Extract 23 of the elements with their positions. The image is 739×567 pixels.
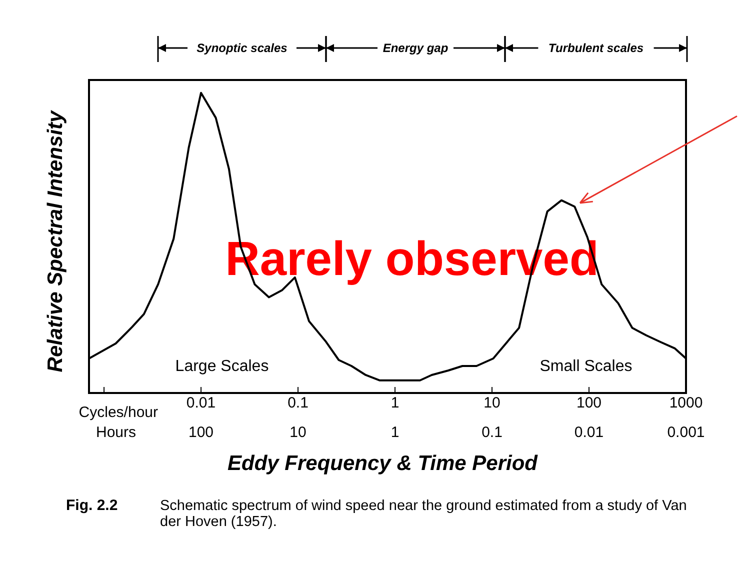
x-axis-title: Eddy Frequency & Time Period [227, 452, 539, 475]
text: 0.01 [574, 424, 604, 441]
x-tick-label: 0.01 [186, 394, 216, 412]
y-axis-title: Relative Spectral Intensity [44, 109, 67, 372]
x-tick-label: 100 [576, 394, 602, 412]
x-tick-label: 10 [484, 394, 500, 412]
text: Cycles/hour [78, 404, 158, 421]
text: 1 [390, 424, 400, 441]
annotation: Large Scales [175, 358, 269, 375]
text: 0.1 [482, 424, 502, 441]
x-tick-label: 1 [390, 394, 400, 412]
x-tick-label: 1000 [669, 394, 703, 412]
text: Hours [96, 424, 136, 441]
text: 100 [188, 424, 214, 441]
caption: Fig. 2.2 [66, 497, 118, 514]
text: Energy gap [382, 41, 448, 55]
annotation: Small Scales [540, 358, 632, 375]
text: 0.001 [667, 424, 705, 441]
text: 10 [290, 424, 306, 441]
text: Turbulent scales [548, 41, 644, 55]
x-tick-label: 0.1 [288, 394, 308, 412]
text: Schematic spectrum of wind speed near the ground estimated from a study of Van der Hoven (1957). [160, 498, 688, 530]
text: Synoptic scales [196, 41, 288, 55]
